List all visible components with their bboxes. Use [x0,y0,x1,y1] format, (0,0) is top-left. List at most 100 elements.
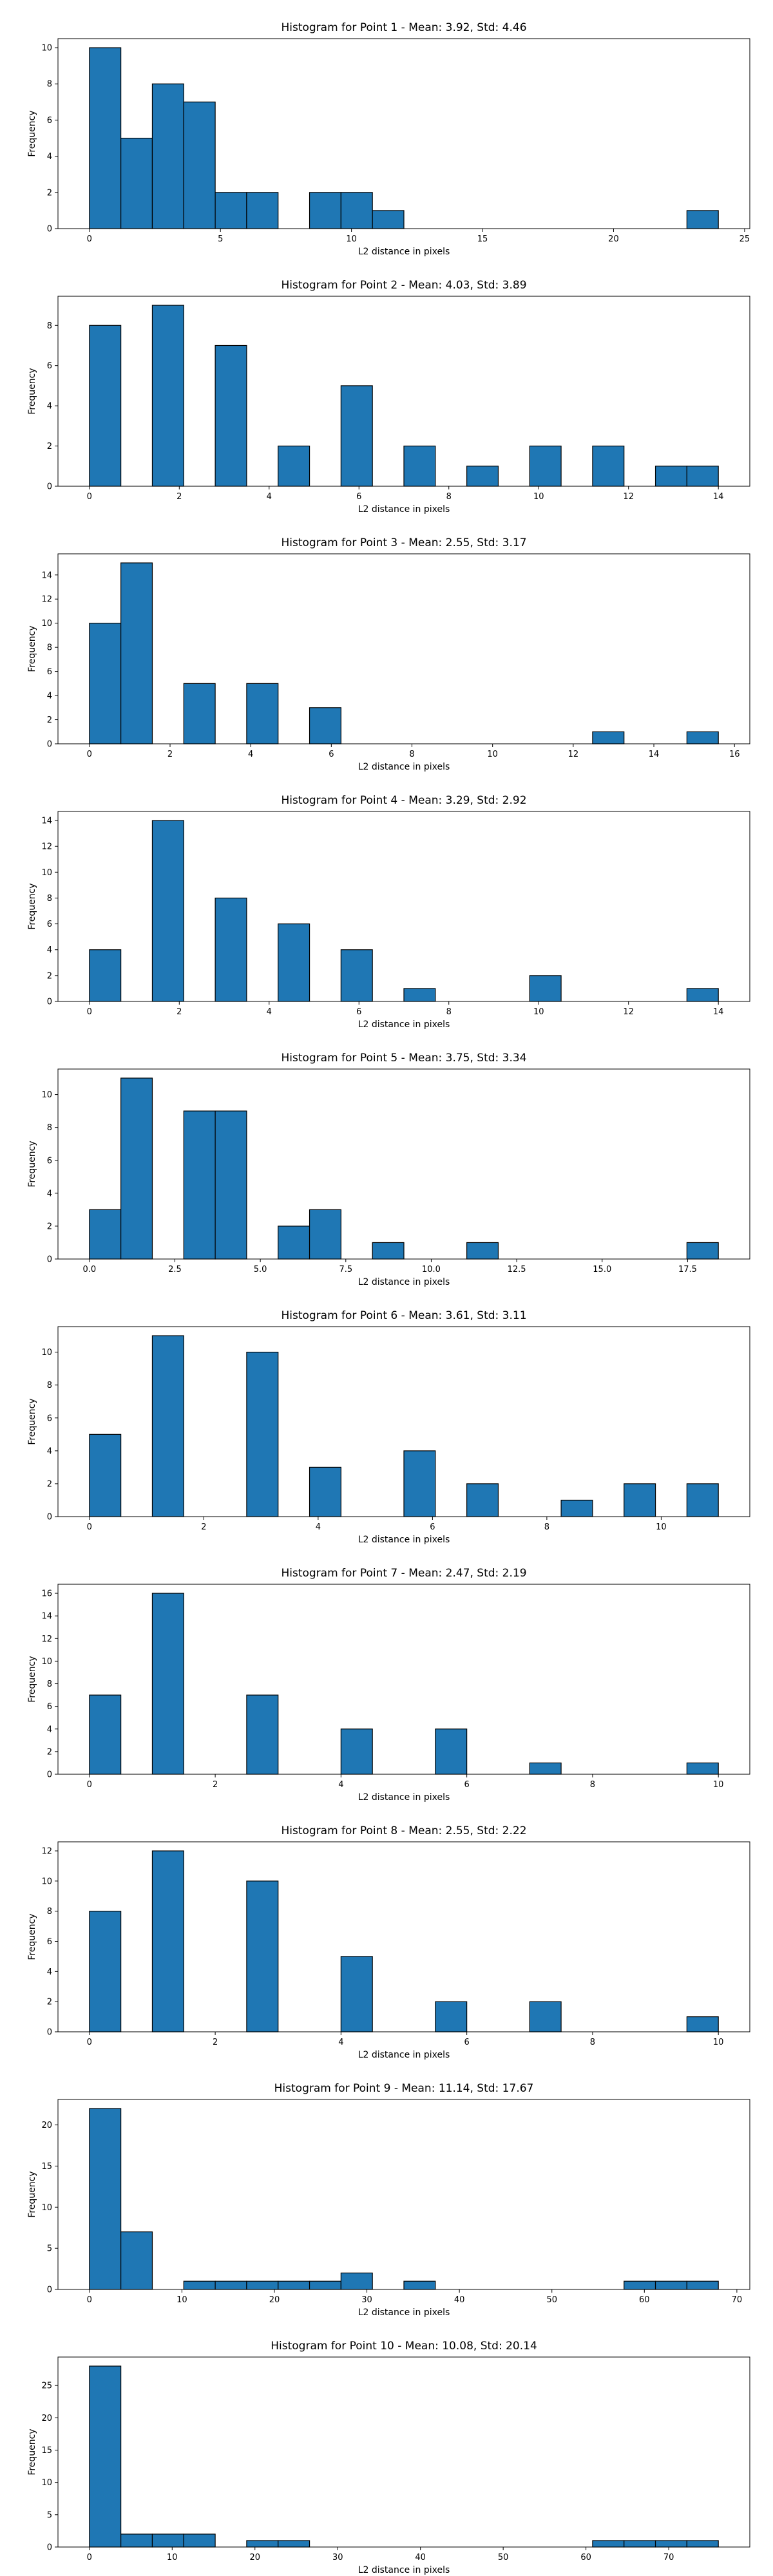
x-axis-label: L2 distance in pixels [358,2565,450,2575]
histogram-bar [89,1694,122,1775]
histogram-bar [309,1466,341,1517]
histogram-bar [215,897,247,1002]
x-tick-label: 50 [498,2553,509,2562]
x-tick-label: 12.5 [508,1265,526,1274]
plot-frame [57,553,750,744]
histogram-bar [120,562,153,744]
histogram-bar [89,1911,122,2032]
x-tick-label: 8 [544,1522,549,1532]
histogram-bar [686,1762,719,1775]
y-tick-label: 10 [41,44,52,53]
histogram-bar [686,210,719,229]
y-tick-label: 8 [47,1381,52,1390]
histogram-bar [246,1880,279,2032]
y-tick-label: 2 [47,715,52,725]
histogram-panel-8: Histogram for Point 8 - Mean: 2.55, Std:… [27,1824,750,2060]
histogram-bar [624,1483,656,1517]
chart-title: Histogram for Point 3 - Mean: 2.55, Std:… [281,536,526,549]
histogram-bar [278,923,310,1002]
x-tick-label: 10 [713,1780,724,1790]
histogram-bar [466,1483,499,1517]
x-tick-label: 10.0 [422,1265,441,1274]
y-tick-label: 2 [47,971,52,981]
x-tick-label: 2 [167,750,173,759]
x-tick-label: 40 [454,2295,465,2305]
y-tick-label: 14 [41,1612,52,1622]
x-tick-label: 70 [732,2295,743,2305]
y-tick-label: 6 [47,361,52,371]
plot-frame [57,1584,750,1775]
histogram-bar [309,2280,341,2290]
chart-title: Histogram for Point 1 - Mean: 3.92, Std:… [281,21,526,34]
y-tick-label: 2 [47,1479,52,1489]
y-tick-label: 4 [47,402,52,412]
y-tick-label: 2 [47,1998,52,2007]
x-tick-label: 50 [546,2295,557,2305]
histogram-panel-6: Histogram for Point 6 - Mean: 3.61, Std:… [27,1309,750,1545]
histogram-bar [120,2231,153,2290]
histogram-bar [215,2280,247,2290]
x-tick-label: 16 [729,750,740,759]
histogram-panel-2: Histogram for Point 2 - Mean: 4.03, Std:… [27,279,750,515]
x-tick-label: 0 [87,234,92,244]
y-tick-label: 5 [47,2244,52,2254]
y-tick-label: 15 [41,2162,52,2172]
y-tick-label: 12 [41,1634,52,1644]
histogram-bar [151,1593,184,1775]
x-tick-label: 60 [639,2295,650,2305]
y-tick-label: 10 [41,1657,52,1667]
chart-title: Histogram for Point 5 - Mean: 3.75, Std:… [281,1052,526,1065]
chart-title: Histogram for Point 2 - Mean: 4.03, Std:… [281,279,526,292]
x-tick-label: 2 [213,2038,218,2047]
x-tick-label: 12 [568,750,579,759]
x-tick-label: 10 [177,2295,187,2305]
x-tick-label: 4 [338,2038,343,2047]
x-axis-label: L2 distance in pixels [358,1019,450,1030]
histogram-bar [686,2540,719,2548]
histogram-bar [309,707,341,744]
y-tick-label: 10 [41,1348,52,1358]
x-axis-label: L2 distance in pixels [358,762,450,772]
x-tick-label: 8 [409,750,414,759]
histogram-bar [89,1434,122,1517]
y-tick-label: 6 [47,1156,52,1166]
histogram-bar [654,2280,687,2290]
x-tick-label: 0 [87,2038,92,2047]
histogram-bar [183,1110,216,1260]
x-tick-label: 10 [713,2038,724,2047]
histogram-bar [435,1728,468,1775]
histogram-bar [215,1110,247,1260]
y-tick-label: 0 [47,1770,52,1780]
x-tick-label: 10 [487,750,498,759]
x-tick-label: 0 [87,750,92,759]
y-tick-label: 6 [47,667,52,677]
histogram-bar [246,1694,279,1775]
histogram-bar [654,2540,687,2548]
x-tick-label: 20 [608,234,619,244]
x-tick-label: 10 [533,1007,544,1017]
histogram-bar [372,1242,405,1260]
plot-frame [57,2356,750,2548]
x-tick-label: 2 [213,1780,218,1790]
histogram-bar [183,2280,216,2290]
y-tick-label: 4 [47,1725,52,1734]
y-tick-label: 25 [41,2382,52,2391]
x-tick-label: 6 [329,750,334,759]
x-tick-label: 0 [87,1007,92,1017]
histogram-bar [340,949,373,1002]
x-tick-label: 5.0 [254,1265,267,1274]
histogram-bar [403,988,436,1002]
histogram-bar [151,1335,184,1517]
y-tick-label: 15 [41,2446,52,2456]
x-tick-label: 10 [167,2553,178,2562]
histogram-panel-4: Histogram for Point 4 - Mean: 3.29, Std:… [27,794,750,1030]
histogram-bar [403,2280,436,2290]
histogram-bar [372,210,405,229]
histogram-bar [340,1956,373,2032]
histogram-bar [654,466,687,487]
histogram-bar [529,1762,562,1775]
x-tick-label: 15.0 [593,1265,611,1274]
histogram-bar [278,2280,310,2290]
histogram-bar [89,623,122,744]
x-tick-label: 20 [269,2295,280,2305]
